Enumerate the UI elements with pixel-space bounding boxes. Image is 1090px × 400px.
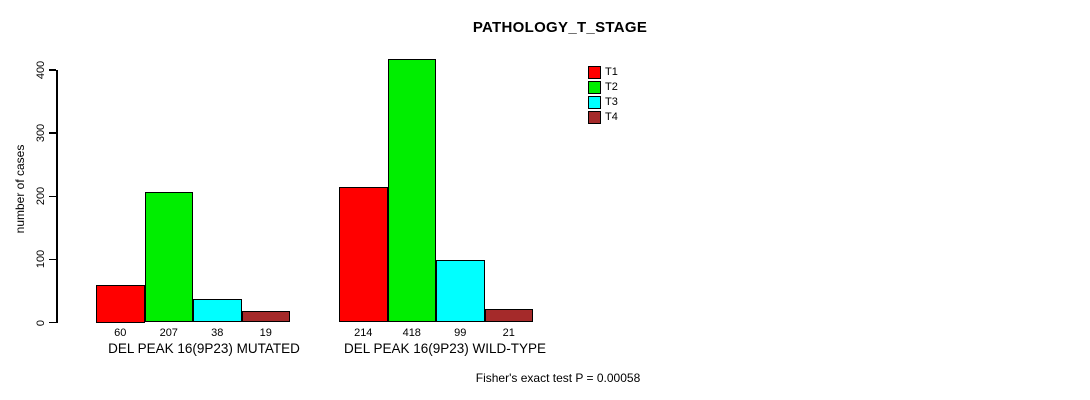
bar-t4-group2	[484, 309, 533, 323]
y-tick-label: 400	[35, 60, 47, 80]
bar-value-label: 214	[354, 327, 373, 339]
footnote-fisher-pvalue: Fisher's exact test P = 0.00058	[475, 371, 641, 385]
bar-t2-group2	[387, 58, 436, 323]
y-tick-mark	[49, 195, 56, 197]
legend-label-t3: T3	[605, 96, 618, 108]
y-tick-mark	[49, 132, 56, 134]
bar-value-label: 38	[211, 327, 224, 339]
legend-label-t2: T2	[605, 81, 618, 93]
legend-swatch-t4	[588, 111, 601, 124]
bar-value-label: 418	[402, 327, 421, 339]
y-tick-mark	[49, 258, 56, 261]
bar-t3-group2	[436, 260, 485, 323]
bar-t4-group1	[241, 310, 290, 323]
bar-t1-group1	[96, 284, 145, 323]
y-tick-mark	[49, 321, 56, 324]
bar-value-label: 99	[454, 327, 467, 339]
x-group-label: DEL PEAK 16(9P23) WILD-TYPE	[343, 341, 547, 356]
bar-value-label: 21	[502, 327, 515, 339]
y-tick-label: 100	[35, 250, 47, 269]
legend-label-t1: T1	[605, 66, 618, 78]
bar-t2-group1	[144, 191, 193, 323]
chart-title: PATHOLOGY_T_STAGE	[472, 19, 648, 36]
bar-value-label: 19	[259, 327, 272, 339]
y-tick-label: 0	[35, 319, 47, 326]
y-tick-mark	[49, 69, 56, 71]
y-axis-line	[56, 70, 58, 323]
x-group-label: DEL PEAK 16(9P23) MUTATED	[108, 341, 300, 356]
bar-value-label: 207	[159, 327, 178, 339]
bar-value-label: 60	[114, 327, 127, 339]
bar-t1-group2	[339, 187, 388, 323]
y-tick-label: 200	[35, 187, 47, 206]
legend-swatch-t2	[588, 81, 601, 94]
legend-label-t4: T4	[605, 111, 618, 123]
y-axis-label: number of cases	[13, 144, 27, 234]
legend-swatch-t1	[588, 66, 601, 79]
legend-swatch-t3	[588, 96, 601, 109]
bar-t3-group1	[193, 298, 242, 323]
y-tick-label: 300	[35, 123, 47, 143]
